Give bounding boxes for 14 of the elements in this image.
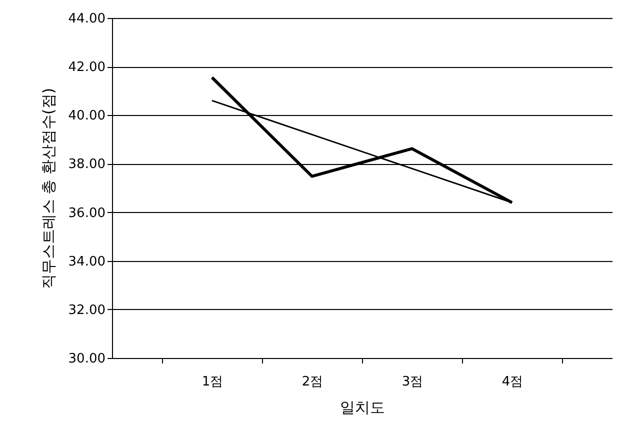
y-tick-label: 34.00 bbox=[68, 254, 106, 270]
x-tick-label: 1점 bbox=[202, 374, 224, 390]
y-tick-label: 44.00 bbox=[68, 12, 106, 26]
x-tick-label: 2점 bbox=[302, 374, 324, 390]
y-tick-label: 30.00 bbox=[68, 352, 106, 366]
y-axis-title: 직무스트레스 총 환산점수(점) bbox=[39, 88, 58, 290]
x-axis-title: 일치도 bbox=[340, 398, 385, 416]
y-tick-label: 40.00 bbox=[68, 108, 106, 124]
x-tick-label: 3점 bbox=[402, 374, 424, 390]
y-tick-label: 36.00 bbox=[68, 206, 106, 221]
y-tick-label: 38.00 bbox=[68, 157, 106, 172]
y-tick-label: 32.00 bbox=[68, 302, 106, 318]
y-tick-label: 42.00 bbox=[68, 60, 106, 76]
x-tick-label: 4점 bbox=[502, 374, 524, 390]
